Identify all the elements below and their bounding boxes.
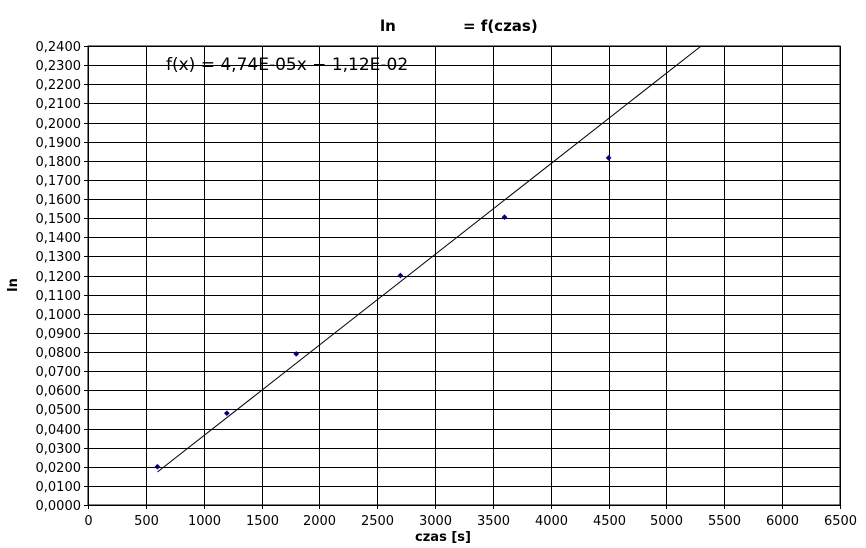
y-axis-ticks: 0,0000 0,0100 0,0200 0,0300 0,0400 0,0500 0,06…	[36, 40, 82, 514]
x-tick-label: 0	[84, 514, 92, 529]
y-tick-label: 0,2200	[36, 78, 82, 93]
x-tick-label: 1500	[246, 514, 279, 529]
y-tick-label: 0,0700	[36, 365, 82, 380]
chart-title-left: ln	[380, 17, 396, 35]
y-tick-label: 0,0300	[36, 442, 82, 457]
x-tick-label: 3500	[477, 514, 510, 529]
y-axis-title: ln	[6, 278, 21, 292]
x-tick-label: 4500	[593, 514, 626, 529]
y-tick-label: 0,2100	[36, 97, 82, 112]
x-tick-label: 1000	[188, 514, 221, 529]
y-tick-label: 0,2300	[36, 59, 82, 74]
x-tick-label: 5000	[650, 514, 683, 529]
y-tick-label: 0,0100	[36, 480, 82, 495]
x-tick-label: 5500	[708, 514, 741, 529]
x-tick-label: 2000	[303, 514, 336, 529]
y-tick-label: 0,0900	[36, 327, 82, 342]
y-tick-label: 0,1900	[36, 136, 82, 151]
data-point	[223, 410, 230, 417]
y-tick-label: 0,0600	[36, 384, 82, 399]
y-tick-label: 0,1400	[36, 231, 82, 246]
data-point	[605, 154, 612, 161]
x-axis-ticks: 0 500 1000 1500 2000 2500 3000 3500 4000 4500 5000…	[84, 514, 857, 529]
data-point	[154, 463, 161, 470]
x-tick-label: 6000	[766, 514, 799, 529]
y-tick-label: 0,0200	[36, 461, 82, 476]
data-point	[501, 214, 508, 221]
trendline	[157, 45, 702, 473]
chart-title-right: = f(czas)	[463, 17, 538, 35]
y-tick-label: 0,1800	[36, 155, 82, 170]
y-tick-label: 0,0400	[36, 423, 82, 438]
y-tick-label: 0,2400	[36, 40, 82, 55]
x-tick-label: 500	[134, 514, 159, 529]
y-tick-label: 0,0000	[36, 499, 82, 514]
grid	[84, 45, 841, 509]
y-tick-label: 0,1200	[36, 270, 82, 285]
y-tick-label: 0,1500	[36, 212, 82, 227]
y-tick-label: 0,0800	[36, 346, 82, 361]
data-point	[293, 350, 300, 357]
x-tick-label: 6500	[824, 514, 857, 529]
x-axis-title: czas [s]	[415, 530, 471, 545]
trendline-equation: f(x) = 4,74E-05x − 1,12E-02	[166, 55, 408, 75]
x-tick-label: 2500	[361, 514, 394, 529]
y-tick-label: 0,1000	[36, 308, 82, 323]
y-tick-label: 0,0500	[36, 403, 82, 418]
plot-area-frame	[87, 45, 841, 506]
y-tick-label: 0,1600	[36, 193, 82, 208]
y-tick-label: 0,1300	[36, 250, 82, 265]
y-tick-label: 0,1700	[36, 174, 82, 189]
x-tick-label: 3000	[419, 514, 452, 529]
x-tick-label: 4000	[535, 514, 568, 529]
y-tick-label: 0,1100	[36, 289, 82, 304]
data-point	[397, 272, 404, 279]
y-tick-label: 0,2000	[36, 117, 82, 132]
data-points	[154, 154, 612, 470]
